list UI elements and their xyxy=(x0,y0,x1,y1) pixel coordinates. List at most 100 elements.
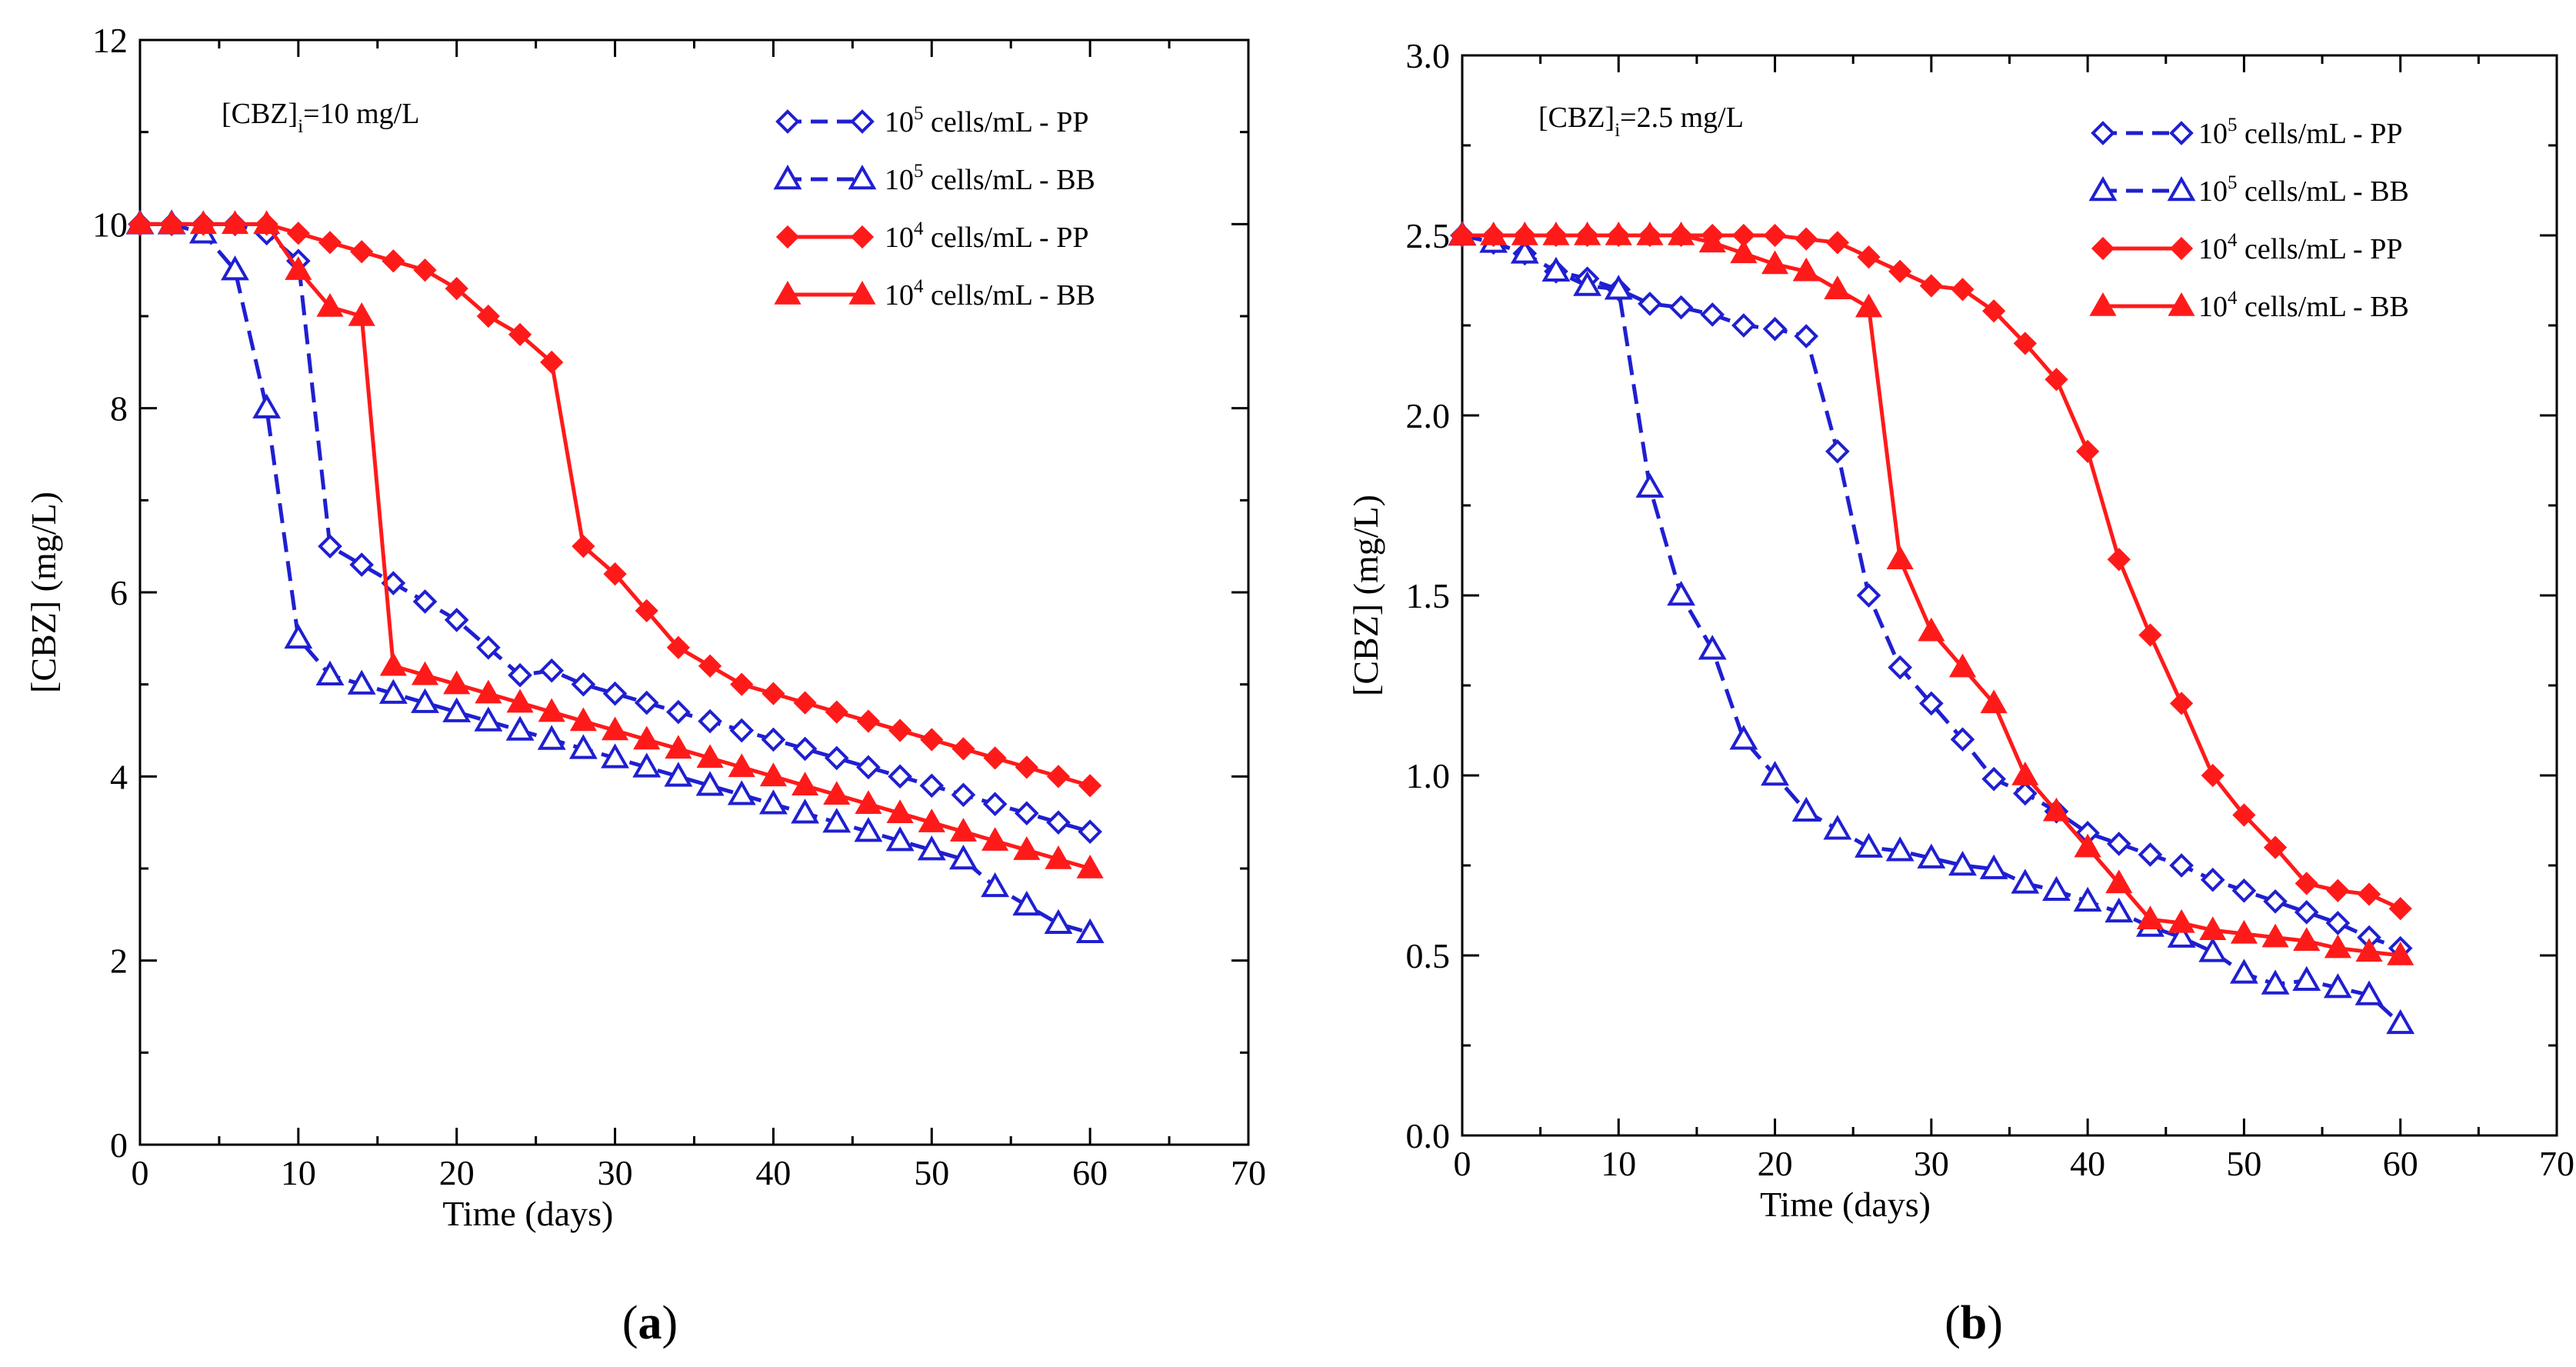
data-point xyxy=(917,835,946,861)
legend-rest: cells/mL - PP xyxy=(2238,233,2403,265)
data-point xyxy=(2169,692,2194,715)
data-point xyxy=(1856,583,1881,608)
legend-base: 10 xyxy=(2198,175,2228,208)
y-tick-label: 1.5 xyxy=(1406,576,1451,615)
legend-rest: cells/mL - BB xyxy=(2238,175,2409,208)
data-point xyxy=(1886,545,1914,569)
data-point xyxy=(221,255,249,281)
legend-rest: cells/mL - BB xyxy=(924,164,1095,196)
data-point xyxy=(1979,854,2008,879)
data-point xyxy=(1045,845,1072,869)
legend-entry: 105 cells/mL - BB xyxy=(773,161,1095,196)
legend-label: 104 cells/mL - PP xyxy=(885,218,1088,254)
panel-label-open: ( xyxy=(622,1297,638,1349)
data-point xyxy=(2261,969,2290,995)
data-point xyxy=(1919,274,1943,298)
legend-marker-right xyxy=(848,280,876,305)
data-point xyxy=(571,672,596,697)
data-point xyxy=(696,744,724,769)
data-point xyxy=(1698,635,1727,660)
data-point xyxy=(1511,221,1538,245)
legend-marker-right xyxy=(848,164,877,190)
data-point xyxy=(1791,796,1821,822)
data-point xyxy=(2354,980,2384,1005)
data-point xyxy=(792,736,818,762)
data-point xyxy=(2105,869,2133,894)
data-point xyxy=(2169,853,2194,878)
data-point xyxy=(666,699,691,725)
legend-label: 104 cells/mL - BB xyxy=(2198,288,2409,323)
data-point xyxy=(221,210,249,235)
legend-base: 10 xyxy=(885,164,914,196)
legend-marker-right xyxy=(2168,292,2195,316)
legend-marker-right xyxy=(2169,121,2194,145)
data-point xyxy=(2263,835,2288,859)
data-point xyxy=(1885,836,1915,862)
data-point xyxy=(601,743,630,769)
legend-rest: cells/mL - BB xyxy=(2238,291,2409,323)
data-point xyxy=(2042,875,2071,902)
data-point xyxy=(1825,438,1850,464)
data-point xyxy=(1731,313,1756,338)
data-point xyxy=(1542,221,1570,245)
data-point xyxy=(855,790,882,814)
data-point xyxy=(949,818,978,842)
data-point xyxy=(2104,897,2134,923)
data-point xyxy=(2199,916,2227,940)
data-point xyxy=(759,762,788,787)
data-point xyxy=(1015,755,1038,779)
legend-rest: cells/mL - BB xyxy=(924,279,1095,312)
data-point xyxy=(1604,275,1633,300)
data-point xyxy=(791,772,819,796)
y-axis-label: [CBZ] (mg/L) xyxy=(24,492,63,693)
data-point xyxy=(1918,617,1945,642)
data-point xyxy=(126,210,154,235)
data-point xyxy=(2387,941,2414,965)
data-point xyxy=(1076,854,1104,879)
panel-label-letter: b xyxy=(1961,1297,1987,1349)
data-point xyxy=(761,727,786,752)
data-point xyxy=(1919,691,1944,716)
y-tick-label: 2.5 xyxy=(1406,216,1451,255)
legend-entry: 105 cells/mL - PP xyxy=(775,103,1088,138)
data-point xyxy=(445,276,468,301)
legend-entry: 105 cells/mL - PP xyxy=(2091,115,2402,150)
data-point xyxy=(1510,238,1539,264)
data-point xyxy=(189,210,217,235)
data-point xyxy=(411,661,439,685)
data-point xyxy=(2294,900,2319,925)
data-point xyxy=(1668,295,1694,320)
data-point xyxy=(698,654,722,678)
data-point xyxy=(568,734,598,759)
data-point xyxy=(2107,548,2131,572)
data-point xyxy=(633,725,661,750)
data-point xyxy=(1014,801,1039,826)
panel-label-letter: a xyxy=(638,1297,662,1349)
data-point xyxy=(2074,833,2101,858)
legend-marker-left xyxy=(2088,175,2118,202)
legend-base: 10 xyxy=(2198,291,2228,323)
x-axis-label: Time (days) xyxy=(442,1194,613,1233)
data-point xyxy=(665,735,692,759)
x-tick-label: 70 xyxy=(2539,1144,2574,1183)
legend-entry: 104 cells/mL - PP xyxy=(775,218,1088,254)
data-point xyxy=(378,678,408,704)
data-point xyxy=(888,764,912,789)
legend-base: 10 xyxy=(885,106,914,138)
legend-label: 105 cells/mL - PP xyxy=(2198,115,2402,150)
data-point xyxy=(1917,843,1946,869)
data-point xyxy=(2263,889,2288,914)
data-point xyxy=(347,669,376,695)
series-4 xyxy=(126,210,1104,879)
data-point xyxy=(474,706,503,732)
data-point xyxy=(1700,302,1725,327)
data-point xyxy=(1013,836,1041,860)
data-point xyxy=(727,780,756,805)
x-tick-label: 10 xyxy=(281,1153,316,1192)
data-point xyxy=(2138,623,2162,647)
x-tick-label: 0 xyxy=(132,1153,149,1192)
data-point xyxy=(1762,316,1788,342)
data-point xyxy=(823,781,851,805)
x-tick-label: 0 xyxy=(1454,1144,1471,1183)
